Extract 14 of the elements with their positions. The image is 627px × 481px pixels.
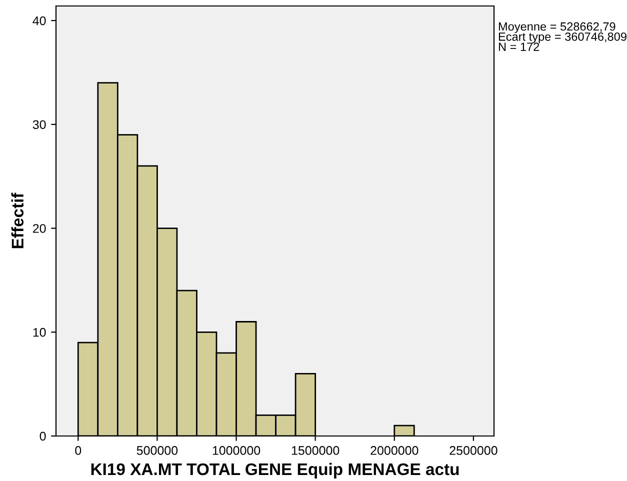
text: Moyenne = 528662,79 Ecart type = 360746,809 N = 172 xyxy=(498,22,626,51)
x-tick-label: 1500000 xyxy=(292,446,340,455)
x-tick-label: 1000000 xyxy=(212,446,260,455)
y-tick-label: 0 xyxy=(40,432,46,441)
x-tick-label: 500000 xyxy=(136,446,178,455)
y-tick-label: 10 xyxy=(33,328,46,337)
x-tick-label: 0 xyxy=(75,446,82,455)
x-tick-label: 2500000 xyxy=(450,446,498,455)
y-tick-label: 40 xyxy=(32,16,46,26)
y-axis-title: Effectif xyxy=(11,192,24,248)
x-axis-title: KI19 XA.MT TOTAL GENE Equip MENAGE actu xyxy=(91,462,459,478)
x-tick-label: 2000000 xyxy=(370,446,418,455)
y-tick-label: 30 xyxy=(32,120,46,130)
y-tick-label: 20 xyxy=(33,224,46,233)
